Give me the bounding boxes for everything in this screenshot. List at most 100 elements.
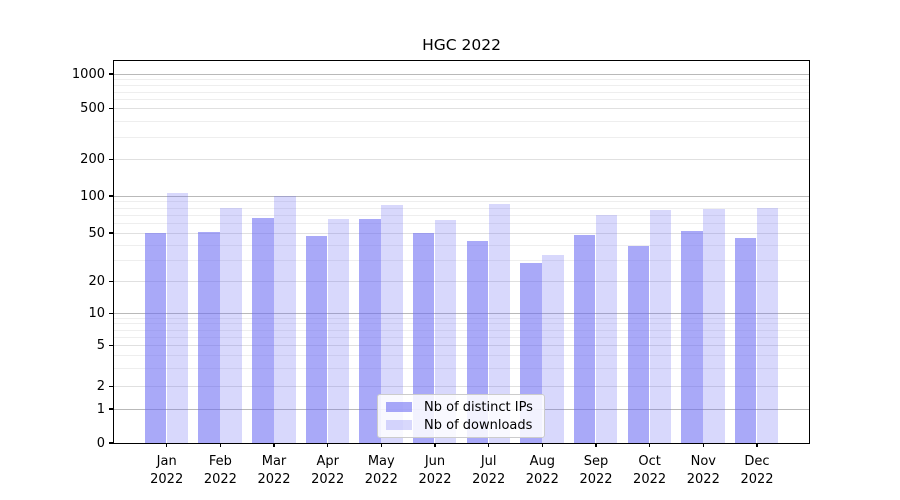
bar-jun-downloads [434, 219, 457, 443]
gridline-300 [114, 136, 809, 138]
ytick-label-5: 5 [96, 338, 105, 354]
xtick-label-apr: Apr 2022 [293, 453, 363, 489]
bar-jun-distinct-ips [412, 232, 435, 443]
gridline-40 [114, 244, 809, 246]
gridline-7 [114, 329, 809, 331]
gridline-800 [114, 84, 809, 86]
xtick-label-jan: Jan 2022 [132, 453, 202, 489]
bar-nov-distinct-ips [681, 230, 703, 443]
xtick-mark-dec [756, 443, 758, 447]
bar-jan-downloads [166, 192, 189, 443]
xtick-month: Oct [638, 454, 661, 469]
ytick-label-20: 20 [88, 273, 105, 289]
xtick-month: Jul [480, 454, 497, 469]
bar-oct-downloads [649, 210, 672, 443]
xtick-month: Sep [583, 454, 609, 469]
chart-title: HGC 2022 [422, 36, 501, 54]
xtick-label-nov: Nov 2022 [668, 453, 738, 489]
gridline-50 [114, 232, 809, 234]
xtick-year: 2022 [740, 472, 774, 487]
ytick-mark-200 [109, 159, 113, 161]
xtick-label-jul: Jul 2022 [454, 453, 524, 489]
xtick-mark-oct [649, 443, 651, 447]
legend: Nb of distinct IPs Nb of downloads [377, 394, 545, 438]
xtick-mark-nov [702, 443, 704, 447]
bar-jan-distinct-ips [144, 232, 167, 443]
xtick-label-oct: Oct 2022 [615, 453, 685, 489]
xtick-mark-aug [541, 443, 543, 447]
xtick-year: 2022 [686, 472, 720, 487]
gridline-4 [114, 355, 809, 357]
gridline-700 [114, 91, 809, 93]
xtick-year: 2022 [364, 472, 398, 487]
bar-may-downloads [381, 205, 403, 443]
ytick-label-500: 500 [80, 101, 105, 117]
xtick-mark-sep [595, 443, 597, 447]
ytick-mark-20 [109, 280, 113, 282]
ytick-label-50: 50 [88, 225, 105, 241]
gridline-500 [114, 108, 809, 110]
plot-area [113, 59, 810, 444]
xtick-label-jun: Jun 2022 [400, 453, 470, 489]
ytick-mark-100 [109, 195, 113, 197]
xtick-mark-jul [488, 443, 490, 447]
legend-item-distinct-ips: Nb of distinct IPs [386, 400, 536, 415]
bar-dec-distinct-ips [734, 238, 757, 443]
gridline-5 [114, 345, 809, 347]
bar-mar-distinct-ips [252, 217, 274, 443]
xtick-label-sep: Sep 2022 [561, 453, 631, 489]
xtick-mark-apr [327, 443, 329, 447]
gridline-30 [114, 259, 809, 261]
ytick-mark-500 [109, 108, 113, 110]
gridline-8 [114, 323, 809, 325]
xtick-mark-jan [166, 443, 168, 447]
bar-jul-distinct-ips [466, 240, 489, 443]
xtick-label-dec: Dec 2022 [722, 453, 792, 489]
xtick-year: 2022 [203, 472, 237, 487]
xtick-label-may: May 2022 [346, 453, 416, 489]
bar-mar-downloads [274, 195, 296, 443]
gridline-60 [114, 223, 809, 224]
bar-nov-downloads [703, 209, 725, 443]
gridline-20 [114, 281, 809, 282]
legend-label-distinct-ips: Nb of distinct IPs [424, 399, 533, 415]
ytick-mark-1 [109, 408, 113, 410]
ytick-label-0: 0 [96, 435, 105, 451]
xtick-label-feb: Feb 2022 [185, 453, 255, 489]
xtick-month: Nov [690, 454, 716, 469]
ytick-mark-2 [109, 386, 113, 388]
xtick-year: 2022 [418, 472, 452, 487]
ytick-mark-50 [109, 232, 113, 234]
ytick-label-1000: 1000 [71, 66, 105, 82]
gridline-2 [114, 386, 809, 388]
xtick-month: Jun [424, 454, 446, 469]
ytick-mark-10 [109, 312, 113, 314]
gridline-10 [114, 313, 809, 314]
bar-oct-distinct-ips [627, 245, 650, 443]
ytick-mark-5 [109, 345, 113, 347]
xtick-year: 2022 [257, 472, 291, 487]
xtick-year: 2022 [633, 472, 667, 487]
bar-dec-downloads [756, 207, 779, 443]
gridline-600 [114, 99, 809, 101]
ytick-label-100: 100 [80, 188, 105, 204]
bar-sep-distinct-ips [573, 234, 596, 443]
ytick-mark-0 [109, 442, 113, 444]
xtick-month: May [367, 454, 395, 469]
xtick-label-mar: Mar 2022 [239, 453, 309, 489]
ytick-label-2: 2 [96, 379, 105, 395]
xtick-month: Dec [744, 454, 770, 469]
xtick-year: 2022 [472, 472, 506, 487]
xtick-month: Jan [156, 454, 177, 469]
gridline-90 [114, 201, 809, 203]
xtick-month: Aug [529, 454, 555, 469]
xtick-month: Feb [208, 454, 232, 469]
xtick-label-aug: Aug 2022 [507, 453, 577, 489]
gridline-400 [114, 120, 809, 122]
bar-may-distinct-ips [359, 218, 381, 443]
xtick-month: Mar [261, 454, 287, 469]
legend-swatch-distinct-ips [386, 402, 412, 412]
bar-feb-downloads [220, 207, 242, 443]
xtick-mark-may [380, 443, 382, 447]
